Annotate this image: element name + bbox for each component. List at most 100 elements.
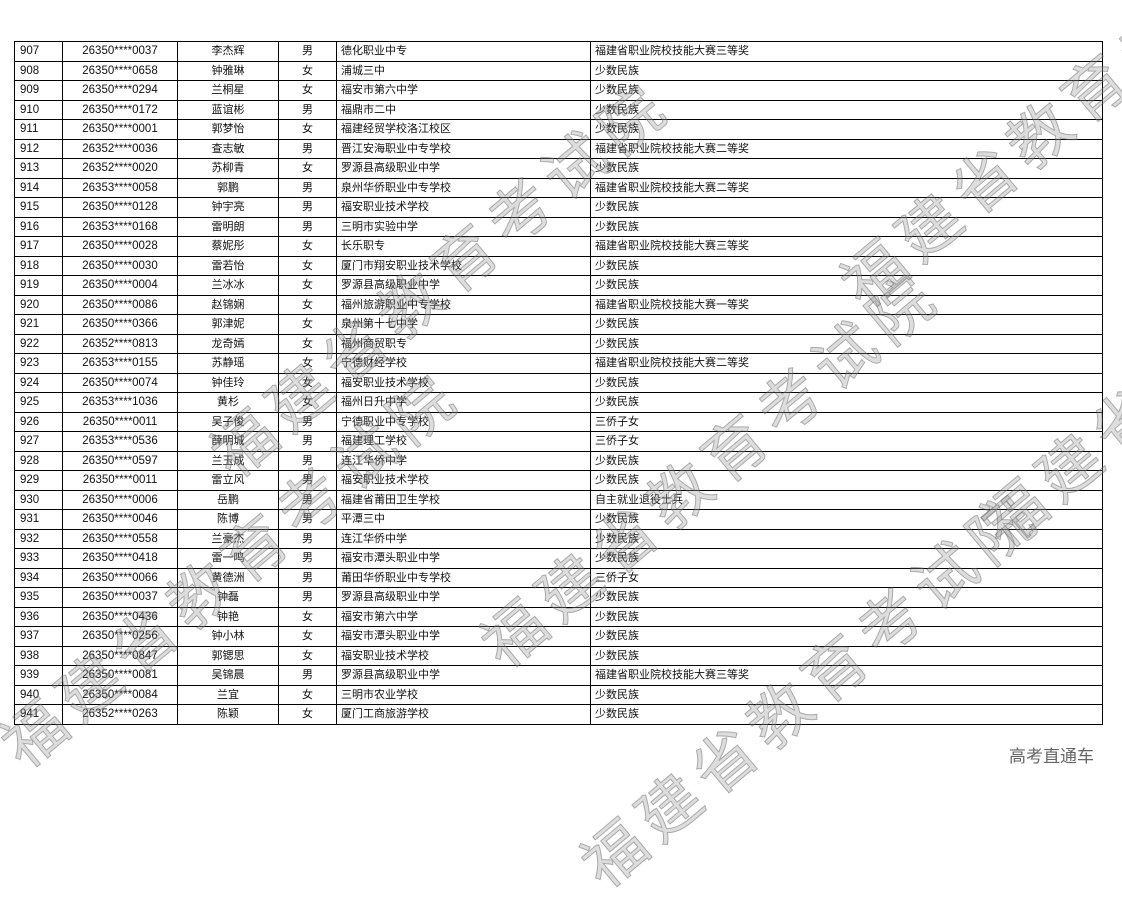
results-table: 907 26350****0037 李杰辉男德化职业中专 福建省职业院校技能大赛三等奖… <box>14 41 1103 725</box>
gender-cell: 男 <box>278 509 337 530</box>
name-cell: 薛明城 <box>177 431 279 452</box>
num-cell: 918 <box>14 255 63 276</box>
school-cell: 福建经贸学校洛江校区 <box>336 119 591 140</box>
table-row: 908 26350****0658 钟雅琳女浦城三中 少数民族 <box>14 60 1103 81</box>
gender-cell: 男 <box>278 450 337 471</box>
category-cell: 福建省职业院校技能大赛三等奖 <box>590 665 1103 686</box>
category-cell: 少数民族 <box>590 275 1103 296</box>
category-cell: 少数民族 <box>590 684 1103 705</box>
gender-cell: 男 <box>278 411 337 432</box>
name-cell: 雷立风 <box>177 470 279 491</box>
num-cell: 907 <box>14 41 63 62</box>
category-cell: 三侨子女 <box>590 567 1103 588</box>
num-cell: 932 <box>14 528 63 549</box>
category-cell: 少数民族 <box>590 509 1103 530</box>
category-cell: 福建省职业院校技能大赛二等奖 <box>590 177 1103 198</box>
num-cell: 926 <box>14 411 63 432</box>
id-cell: 26352****0036 <box>62 138 178 159</box>
category-cell: 少数民族 <box>590 333 1103 354</box>
gender-cell: 女 <box>278 392 337 413</box>
id-cell: 26353****0155 <box>62 353 178 374</box>
school-cell: 福安职业技术学校 <box>336 470 591 491</box>
num-cell: 909 <box>14 80 63 101</box>
id-cell: 26350****0030 <box>62 255 178 276</box>
gender-cell: 男 <box>278 528 337 549</box>
id-cell: 26350****0558 <box>62 528 178 549</box>
category-cell: 少数民族 <box>590 99 1103 120</box>
name-cell: 吴子俊 <box>177 411 279 432</box>
category-cell: 福建省职业院校技能大赛一等奖 <box>590 294 1103 315</box>
gender-cell: 女 <box>278 314 337 335</box>
gender-cell: 女 <box>278 372 337 393</box>
school-cell: 罗源县高级职业中学 <box>336 158 591 179</box>
school-cell: 平潭三中 <box>336 509 591 530</box>
num-cell: 927 <box>14 431 63 452</box>
num-cell: 908 <box>14 60 63 81</box>
table-row: 921 26350****0366 郭津妮女泉州第十七中学 少数民族 <box>14 314 1103 335</box>
category-cell: 少数民族 <box>590 450 1103 471</box>
name-cell: 郭梦怡 <box>177 119 279 140</box>
school-cell: 福建理工学校 <box>336 431 591 452</box>
num-cell: 920 <box>14 294 63 315</box>
num-cell: 913 <box>14 158 63 179</box>
name-cell: 雷若怡 <box>177 255 279 276</box>
school-cell: 连江华侨中学 <box>336 528 591 549</box>
category-cell: 少数民族 <box>590 645 1103 666</box>
num-cell: 935 <box>14 587 63 608</box>
category-cell: 少数民族 <box>590 216 1103 237</box>
category-cell: 少数民族 <box>590 372 1103 393</box>
school-cell: 长乐职专 <box>336 236 591 257</box>
id-cell: 26352****0813 <box>62 333 178 354</box>
category-cell: 福建省职业院校技能大赛三等奖 <box>590 41 1103 62</box>
name-cell: 钟艳 <box>177 606 279 627</box>
school-cell: 泉州第十七中学 <box>336 314 591 335</box>
school-cell: 泉州华侨职业中专学校 <box>336 177 591 198</box>
gender-cell: 女 <box>278 158 337 179</box>
table-row: 907 26350****0037 李杰辉男德化职业中专 福建省职业院校技能大赛三等奖 <box>14 41 1103 62</box>
gender-cell: 女 <box>278 353 337 374</box>
gender-cell: 女 <box>278 645 337 666</box>
gender-cell: 男 <box>278 177 337 198</box>
num-cell: 934 <box>14 567 63 588</box>
school-cell: 莆田华侨职业中专学校 <box>336 567 591 588</box>
table-row: 922 26352****0813 龙奇嫣女福州商贸职专 少数民族 <box>14 333 1103 354</box>
table-row: 912 26352****0036 查志敏男晋江安海职业中专学校 福建省职业院校技能大… <box>14 138 1103 159</box>
num-cell: 922 <box>14 333 63 354</box>
school-cell: 晋江安海职业中专学校 <box>336 138 591 159</box>
id-cell: 26350****0066 <box>62 567 178 588</box>
name-cell: 郭鹏 <box>177 177 279 198</box>
table-row: 936 26350****0436 钟艳女福安市第六中学 少数民族 <box>14 606 1103 627</box>
id-cell: 26353****0168 <box>62 216 178 237</box>
id-cell: 26352****0020 <box>62 158 178 179</box>
table-row: 929 26350****0011 雷立风男福安职业技术学校 少数民族 <box>14 470 1103 491</box>
name-cell: 兰豪杰 <box>177 528 279 549</box>
name-cell: 吴锦晨 <box>177 665 279 686</box>
num-cell: 928 <box>14 450 63 471</box>
school-cell: 福州旅游职业中专学校 <box>336 294 591 315</box>
category-cell: 少数民族 <box>590 197 1103 218</box>
school-cell: 罗源县高级职业中学 <box>336 665 591 686</box>
name-cell: 钟小林 <box>177 626 279 647</box>
table-row: 917 26350****0028 蔡妮彤女长乐职专 福建省职业院校技能大赛三等奖 <box>14 236 1103 257</box>
num-cell: 940 <box>14 684 63 705</box>
gender-cell: 男 <box>278 587 337 608</box>
table-row: 928 26350****0597 兰玉成男连江华侨中学 少数民族 <box>14 450 1103 471</box>
id-cell: 26350****0256 <box>62 626 178 647</box>
table-row: 924 26350****0074 钟佳玲女福安职业技术学校 少数民族 <box>14 372 1103 393</box>
category-cell: 少数民族 <box>590 255 1103 276</box>
num-cell: 921 <box>14 314 63 335</box>
id-cell: 26350****0001 <box>62 119 178 140</box>
num-cell: 916 <box>14 216 63 237</box>
school-cell: 厦门工商旅游学校 <box>336 704 591 725</box>
gender-cell: 女 <box>278 684 337 705</box>
name-cell: 钟佳玲 <box>177 372 279 393</box>
name-cell: 赵锦娴 <box>177 294 279 315</box>
id-cell: 26350****0074 <box>62 372 178 393</box>
num-cell: 925 <box>14 392 63 413</box>
num-cell: 924 <box>14 372 63 393</box>
name-cell: 兰冰冰 <box>177 275 279 296</box>
school-cell: 宁德财经学校 <box>336 353 591 374</box>
category-cell: 三侨子女 <box>590 431 1103 452</box>
table-row: 919 26350****0004 兰冰冰女罗源县高级职业中学 少数民族 <box>14 275 1103 296</box>
gender-cell: 女 <box>278 236 337 257</box>
